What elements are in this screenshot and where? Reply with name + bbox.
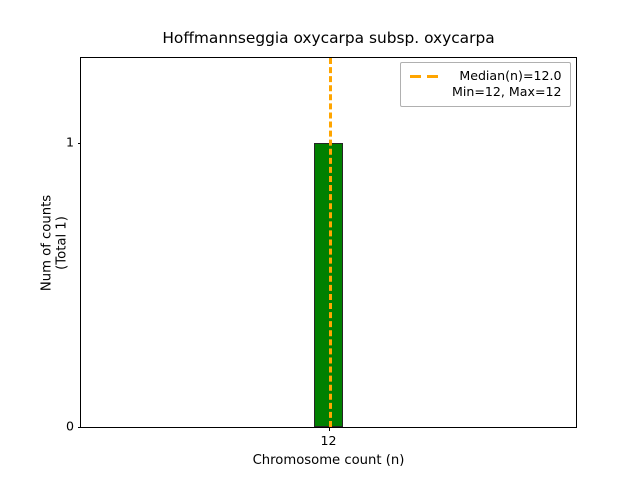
- legend-dash-segment-2: [427, 75, 438, 78]
- plot-inner-clip: [81, 58, 576, 427]
- bar-chromosome-count-12: [313, 143, 344, 427]
- chart-title: Hoffmannseggia oxycarpa subsp. oxycarpa: [162, 29, 495, 47]
- y-axis-label: Num of counts (Total 1): [0, 57, 72, 428]
- legend-label-min-max: Min=12, Max=12: [452, 84, 562, 99]
- legend-swatch-median-dashed-line: [409, 68, 445, 85]
- y-axis-label-line-primary: Num of counts: [39, 194, 55, 291]
- legend: Median(n)=12.0 Min=12, Max=12: [400, 62, 571, 107]
- x-axis-label: Chromosome count (n): [252, 453, 405, 468]
- y-tick-mark-0: [77, 427, 81, 428]
- y-axis-label-line-total: (Total 1): [54, 215, 70, 270]
- median-line: [328, 58, 332, 427]
- legend-label-median: Median(n)=12.0: [459, 68, 562, 83]
- y-tick-mark-1: [77, 143, 81, 145]
- legend-dash-segment-1: [410, 75, 421, 78]
- y-tick-label-0: 0: [65, 418, 74, 434]
- legend-text-block: Median(n)=12.0 Min=12, Max=12: [452, 68, 562, 100]
- y-tick-label-1: 1: [65, 134, 74, 150]
- plot-area: 0 1 12: [66, 57, 577, 447]
- x-tick-mark-0: [328, 427, 330, 431]
- x-tick-label-0: 12: [320, 433, 337, 448]
